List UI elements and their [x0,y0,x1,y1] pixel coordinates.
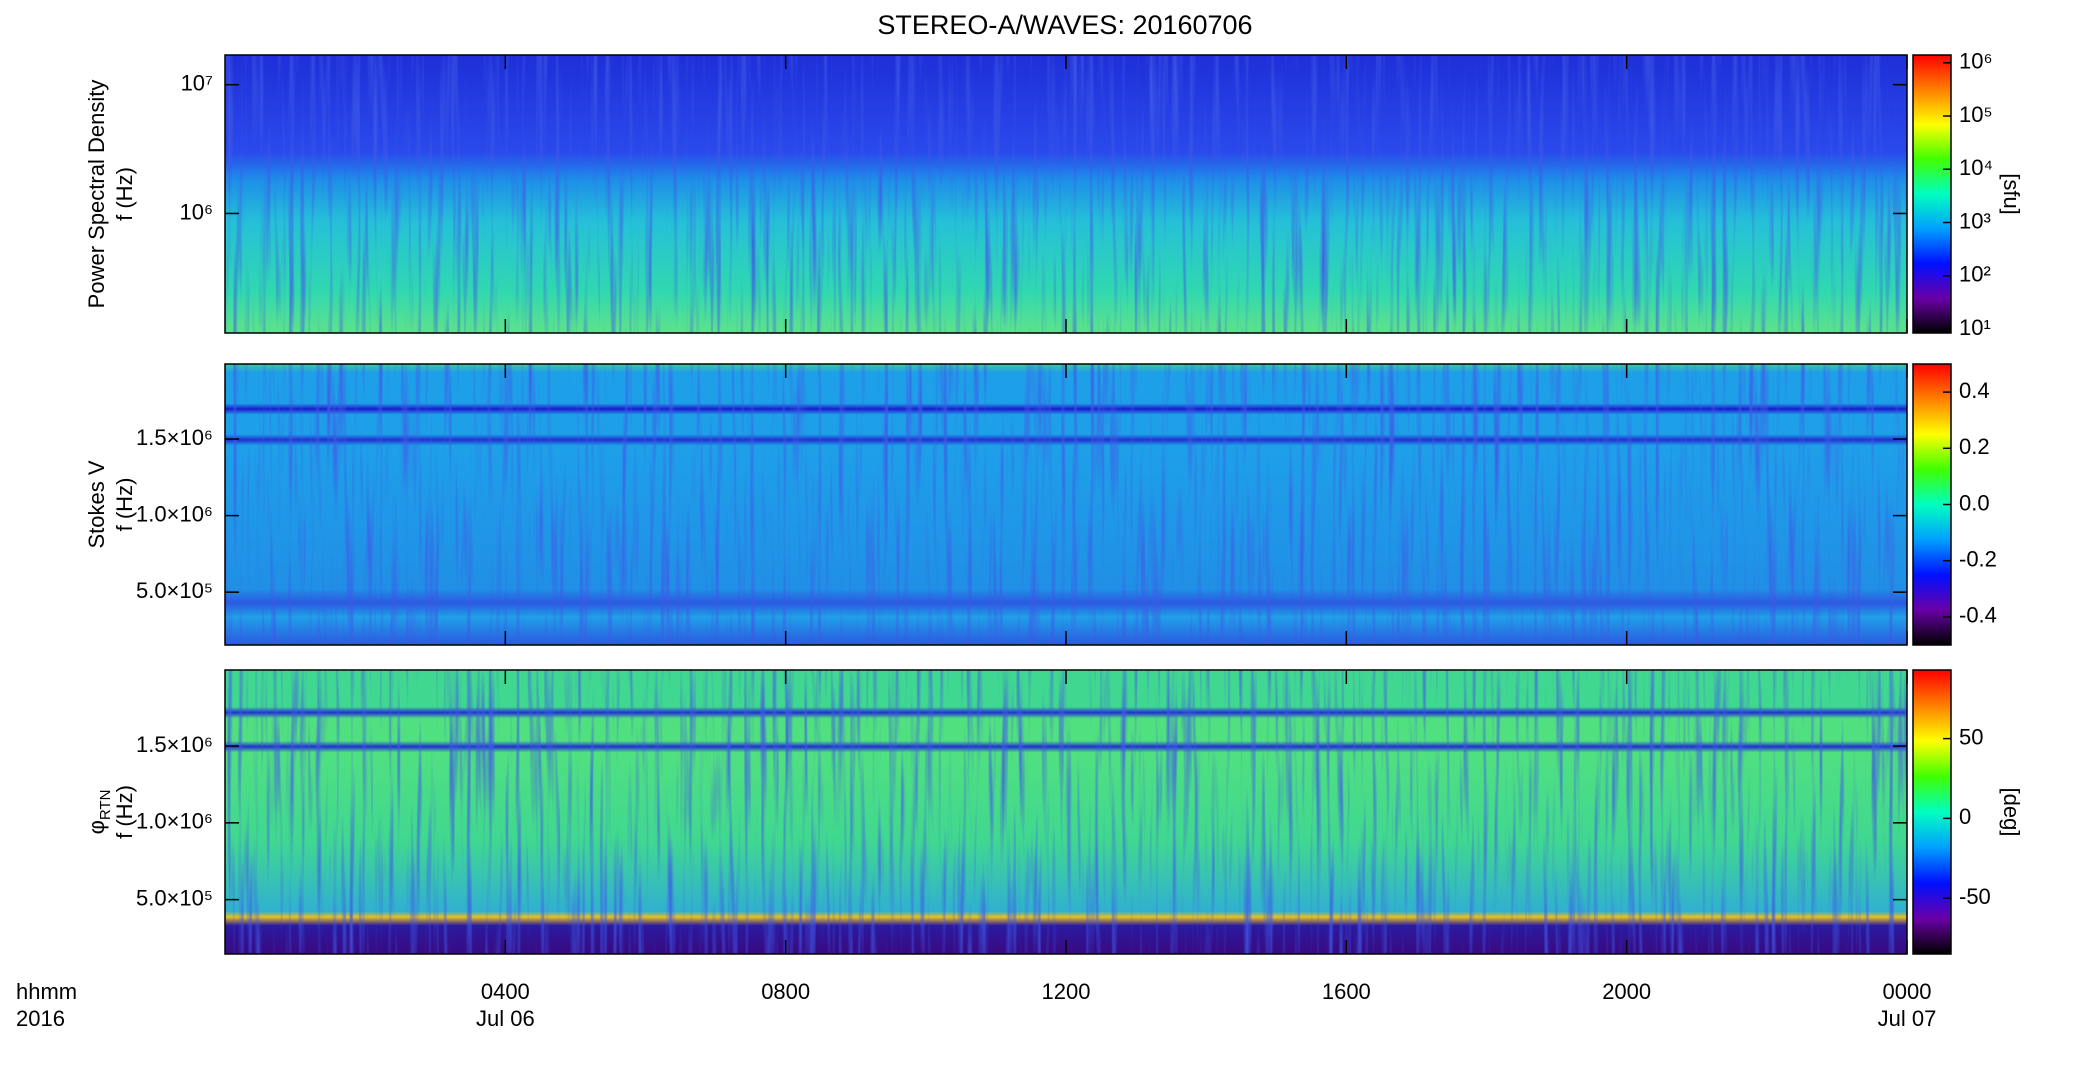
x-axis-label: 2016 [16,1006,65,1031]
x-tick-label: 2000 [1602,979,1651,1004]
x-axis-label: hhmm [16,979,77,1004]
y-tick-label: 1.5×10⁶ [136,425,213,450]
colorbar-tick-label: 0 [1959,804,1971,829]
y-axis-label-subscript: RTN [97,790,114,821]
colorbar-tick-label: 0.0 [1959,490,1990,515]
y-tick-label: 5.0×10⁵ [136,578,213,603]
colorbar-tick-label: 10⁶ [1959,49,1993,74]
y-axis-label: f (Hz) [112,167,137,221]
chart-title: STEREO-A/WAVES: 20160706 [877,10,1252,40]
colorbar-tick-label: 10⁵ [1959,102,1993,127]
colorbar-tick-label: 10¹ [1959,315,1991,340]
y-tick-label: 1.5×10⁶ [136,732,213,757]
y-axis-label: f (Hz) [112,785,137,839]
y-axis-label: Stokes V [84,460,109,548]
x-tick-label: 1200 [1042,979,1091,1004]
y-tick-label: 10⁶ [179,199,213,224]
x-tick-label: 0800 [761,979,810,1004]
colorbar-tick-label: 0.4 [1959,378,1990,403]
colorbar-label: [deg] [1999,788,2024,837]
colorbar-tick-label: -50 [1959,884,1991,909]
y-tick-label: 1.0×10⁶ [136,809,213,834]
colorbar [1912,54,1952,334]
spectrogram-texture [225,670,1907,954]
x-tick-label: 0400 [481,979,530,1004]
colorbar-tick-label: -0.4 [1959,603,1997,628]
colorbar-tick-label: 10³ [1959,208,1991,233]
spectrogram-texture [225,364,1907,645]
y-tick-label: 1.0×10⁶ [136,501,213,526]
colorbar-label: [sfu] [1999,173,2024,215]
colorbar-tick-label: 10⁴ [1959,155,1993,180]
y-axis-label: Power Spectral Density [84,80,109,309]
colorbar-tick-label: 10² [1959,262,1991,287]
x-tick-date: Jul 07 [1878,1006,1937,1031]
y-axis-label-text: Power Spectral Density [84,80,109,309]
y-axis-label-text: φ [84,820,109,834]
y-axis-label: f (Hz) [112,478,137,532]
y-axis-label-text: Stokes V [84,460,109,548]
x-tick-date: Jul 06 [476,1006,535,1031]
y-tick-label: 5.0×10⁵ [136,885,213,910]
colorbar-tick-label: 0.2 [1959,434,1990,459]
y-axis-label: φRTN [84,790,115,835]
colorbar-tick-label: -0.2 [1959,547,1997,572]
x-tick-label: 1600 [1322,979,1371,1004]
spectrogram-texture [225,55,1907,333]
y-tick-label: 10⁷ [181,70,213,95]
colorbar-tick-label: 50 [1959,724,1983,749]
colorbar [1912,669,1952,955]
x-tick-label: 0000 [1883,979,1932,1004]
